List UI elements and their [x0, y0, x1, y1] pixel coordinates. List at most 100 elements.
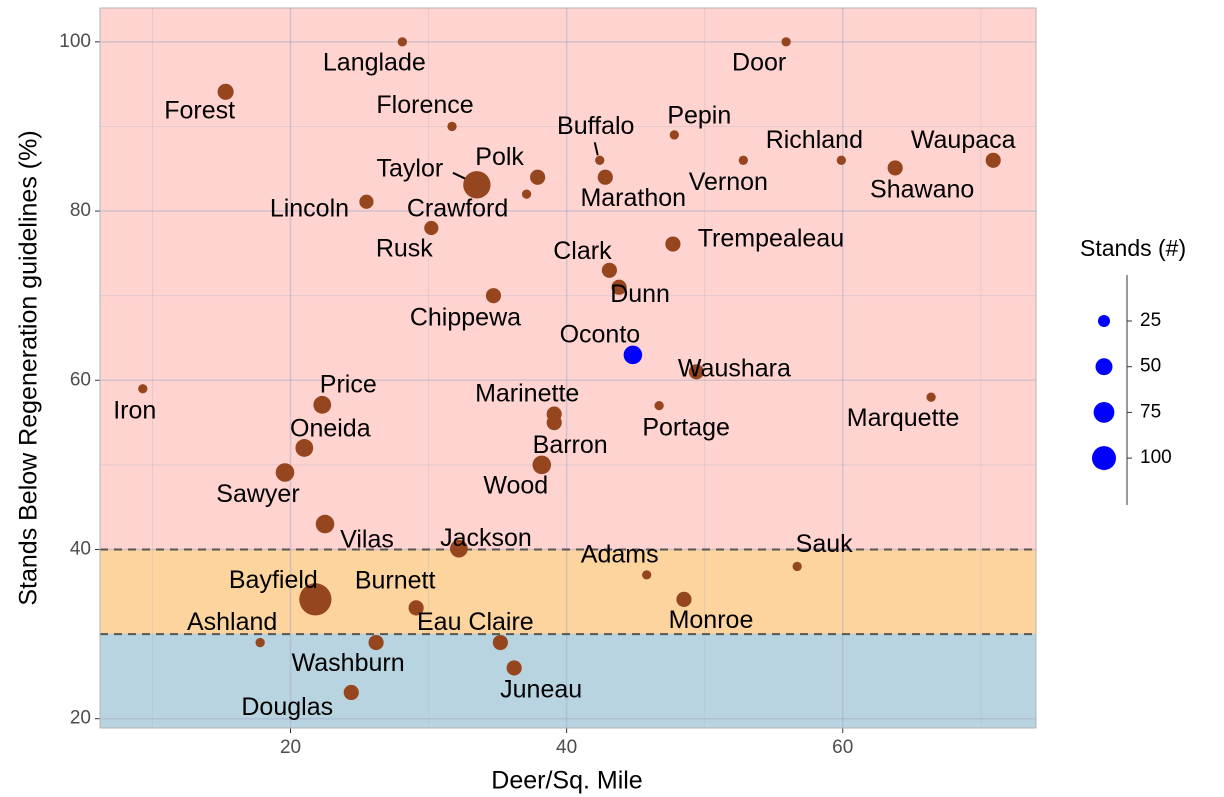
- point: [738, 155, 748, 165]
- point: [521, 189, 532, 199]
- point: [408, 600, 424, 616]
- point: [926, 392, 936, 402]
- point: [530, 169, 546, 185]
- point-label: Price: [320, 370, 377, 398]
- point-label: Sawyer: [216, 480, 299, 508]
- point-label: Marathon: [580, 184, 686, 212]
- point: [597, 169, 613, 185]
- point: [676, 591, 692, 607]
- legend-label: 100: [1140, 447, 1172, 468]
- point: [368, 634, 384, 651]
- point-label: Trempealeau: [698, 225, 844, 253]
- point-label: Chippewa: [410, 303, 521, 331]
- point-label: Florence: [376, 91, 473, 119]
- y-tick-label: 20: [70, 708, 91, 729]
- point-label: Waupaca: [911, 126, 1016, 154]
- point-label: Marquette: [847, 404, 960, 432]
- legend-title: Stands (#): [1080, 235, 1186, 261]
- point-label: Bayfield: [229, 566, 318, 594]
- point: [275, 463, 295, 482]
- y-tick-label: 40: [70, 538, 91, 559]
- legend-key: [1098, 315, 1110, 327]
- point: [669, 130, 679, 140]
- point-label: Langlade: [323, 48, 426, 76]
- point: [601, 262, 618, 278]
- point-label: Ashland: [187, 608, 277, 636]
- point-label: Oconto: [560, 320, 641, 348]
- point: [492, 634, 508, 651]
- y-tick-label: 60: [70, 369, 91, 390]
- point-label: Lincoln: [270, 194, 349, 222]
- band: [100, 8, 1036, 550]
- point-label: Sauk: [796, 530, 853, 558]
- point-label: Marinette: [475, 380, 579, 408]
- point: [217, 83, 234, 100]
- point: [642, 570, 652, 580]
- point-label: Wood: [483, 471, 548, 499]
- x-tick-label: 60: [832, 737, 853, 758]
- point-label: Juneau: [500, 676, 582, 704]
- point: [313, 395, 332, 414]
- legend-label: 25: [1140, 310, 1161, 331]
- point: [611, 279, 627, 295]
- point: [887, 160, 903, 176]
- point-label: Clark: [553, 237, 612, 265]
- point-label: Eau Claire: [417, 608, 534, 636]
- point-label: Vernon: [689, 168, 768, 196]
- point-label: Polk: [475, 143, 524, 171]
- point: [295, 439, 314, 457]
- legend-label: 50: [1140, 356, 1161, 377]
- point-label: Douglas: [241, 693, 333, 721]
- point: [836, 155, 846, 165]
- point: [463, 171, 491, 199]
- point: [792, 561, 802, 572]
- point-label: Monroe: [669, 606, 754, 634]
- point-label: Barron: [533, 431, 608, 459]
- point-label: Door: [732, 48, 786, 76]
- y-tick-label: 80: [70, 200, 91, 221]
- point: [506, 660, 522, 676]
- point: [424, 220, 439, 236]
- point: [985, 152, 1001, 168]
- point-label: Pepin: [667, 102, 731, 130]
- point: [343, 684, 359, 701]
- point-label: Rusk: [376, 235, 433, 263]
- point-label: Oneida: [290, 415, 371, 443]
- legend-key: [1095, 358, 1113, 376]
- point: [532, 455, 552, 475]
- point-label: Shawano: [870, 176, 974, 204]
- point: [665, 236, 681, 252]
- point-label: Waushara: [678, 354, 791, 382]
- point: [138, 384, 148, 394]
- legend-key: [1092, 446, 1116, 471]
- point: [688, 364, 704, 380]
- point: [654, 401, 664, 411]
- point-label: Adams: [581, 540, 659, 568]
- point-label: Jackson: [440, 524, 532, 552]
- band: [100, 549, 1036, 635]
- point-label: Washburn: [292, 649, 405, 677]
- x-tick-label: 20: [280, 737, 301, 758]
- point-label: Portage: [642, 413, 730, 441]
- point: [781, 37, 791, 47]
- point-label: Burnett: [355, 566, 436, 594]
- point-label: Richland: [766, 126, 863, 154]
- point: [315, 514, 335, 534]
- point: [485, 288, 502, 304]
- y-axis-title: Stands Below Regeneration guidelines (%): [15, 130, 43, 605]
- point: [450, 539, 468, 558]
- point-label: Iron: [113, 396, 156, 424]
- y-tick-label: 100: [59, 31, 91, 52]
- legend-key: [1093, 402, 1115, 423]
- x-tick-label: 40: [556, 737, 577, 758]
- point: [447, 121, 457, 132]
- point-label: Buffalo: [557, 112, 634, 140]
- point-label: Vilas: [340, 526, 394, 554]
- point: [359, 194, 374, 209]
- leader-line: [593, 142, 599, 156]
- point-label: Forest: [164, 96, 235, 124]
- point-label: Crawford: [407, 195, 508, 223]
- point: [299, 583, 332, 616]
- point: [595, 155, 605, 165]
